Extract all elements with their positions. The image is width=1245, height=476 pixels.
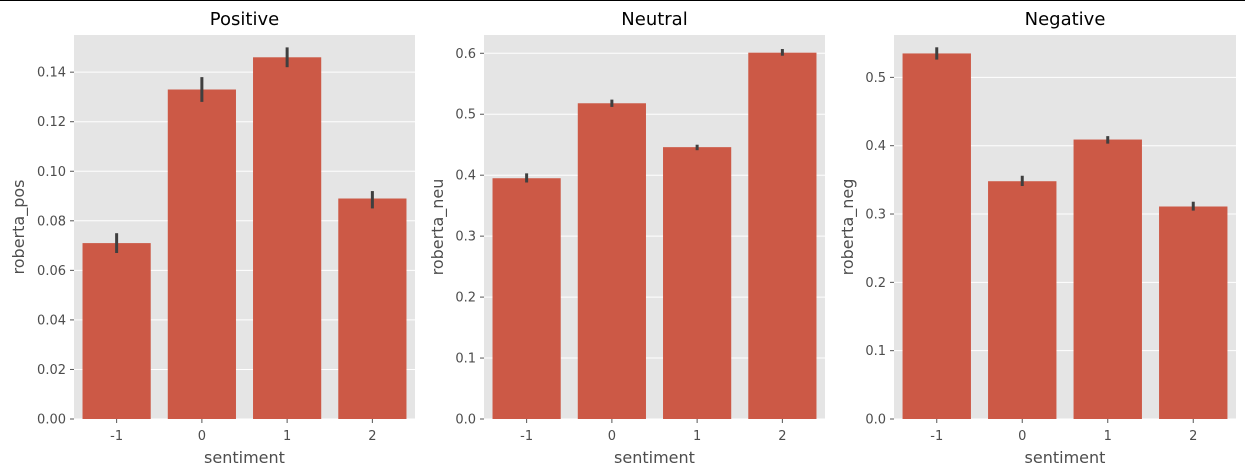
y-tick-label: 0.3 [865, 208, 886, 223]
x-tick-label: 1 [693, 429, 701, 444]
bar [902, 53, 971, 420]
y-tick-label: 0.5 [865, 71, 886, 86]
panel-2: 0.0 0.1 0.2 0.3 0.4 0.5 0.6 -1 0 1 2 [455, 35, 825, 444]
bar [988, 181, 1057, 419]
x-tick-label: 2 [1189, 429, 1197, 444]
bar [577, 103, 646, 420]
x-tick-label: 0 [1018, 429, 1026, 444]
x-tick-label: 2 [368, 429, 376, 444]
y-tick-label: 0.2 [865, 276, 886, 291]
panel-2-title: Neutral [621, 9, 687, 30]
panel-3-title: Negative [1025, 9, 1106, 30]
x-tick-label: -1 [110, 429, 123, 444]
bar [748, 52, 817, 420]
x-tick-label: 2 [778, 429, 786, 444]
panel-3: 0.0 0.1 0.2 0.3 0.4 0.5 -1 0 1 2 [865, 35, 1236, 444]
bar [82, 243, 151, 419]
y-tick-label: 0.08 [37, 214, 66, 229]
bar [663, 147, 732, 419]
y-tick-label: 0.0 [865, 413, 886, 428]
y-tick-label: 0.0 [455, 413, 476, 428]
panel-3-ylabel: roberta_neg [838, 179, 858, 276]
panel-3-xlabel: sentiment [1025, 448, 1106, 467]
y-tick-label: 0.06 [37, 264, 66, 279]
y-tick-label: 0.4 [865, 139, 886, 154]
x-tick-label: 1 [1104, 429, 1112, 444]
x-tick-label: 0 [198, 429, 206, 444]
bar [1073, 139, 1142, 419]
x-tick-label: -1 [520, 429, 533, 444]
bar [1159, 206, 1228, 419]
panel-1-xlabel: sentiment [204, 448, 285, 467]
y-tick-label: 0.6 [455, 47, 476, 62]
panel-2-ylabel: roberta_neu [428, 179, 448, 276]
panel-1-title: Positive [210, 9, 279, 30]
bar [492, 178, 561, 419]
y-tick-label: 0.4 [455, 169, 476, 184]
y-tick-label: 0.3 [455, 230, 476, 245]
x-tick-label: 0 [608, 429, 616, 444]
bar [167, 89, 236, 419]
panel-2-xlabel: sentiment [614, 448, 695, 467]
y-tick-label: 0.10 [37, 165, 66, 180]
x-tick-label: 1 [283, 429, 291, 444]
y-tick-label: 0.00 [37, 413, 66, 428]
y-tick-label: 0.14 [37, 66, 66, 81]
bar [338, 198, 407, 419]
y-tick-label: 0.1 [865, 344, 886, 359]
y-tick-label: 0.5 [455, 108, 476, 123]
x-tick-label: -1 [930, 429, 943, 444]
panel-1: 0.00 0.02 0.04 0.06 0.08 0.10 0.12 0.14 -1 0 1 2 [37, 35, 415, 444]
bar [253, 57, 322, 419]
y-tick-label: 0.12 [37, 115, 66, 130]
figure-top-border [0, 0, 1245, 1]
y-tick-label: 0.1 [455, 352, 476, 367]
panel-1-ylabel: roberta_pos [9, 180, 29, 275]
y-tick-label: 0.04 [37, 313, 66, 328]
y-tick-label: 0.2 [455, 291, 476, 306]
y-tick-label: 0.02 [37, 363, 66, 378]
